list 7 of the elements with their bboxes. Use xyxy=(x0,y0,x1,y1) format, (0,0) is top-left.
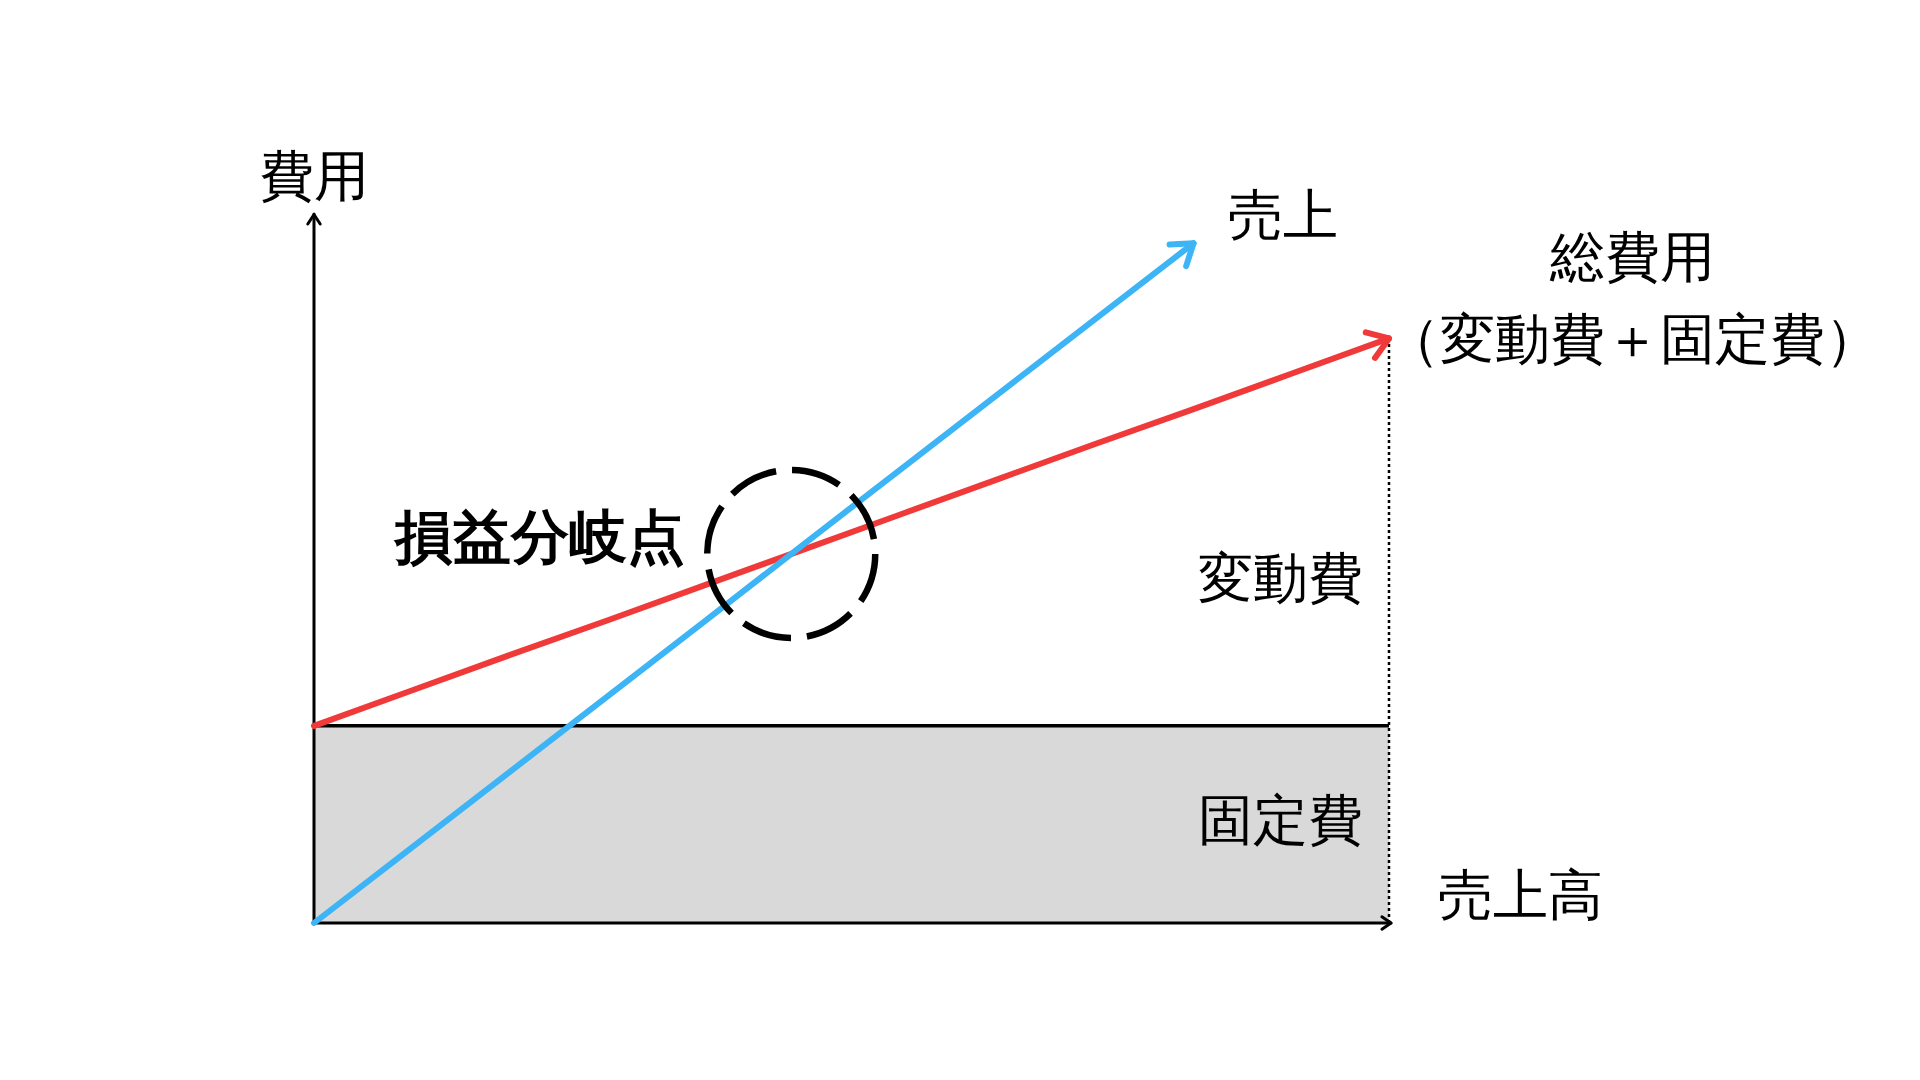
series-label: 売上 xyxy=(1227,182,1338,247)
band-label: 固定費 xyxy=(1198,787,1363,852)
series-label: 総費用（変動費＋固定費） xyxy=(1385,224,1880,371)
annotation: 損益分岐点 xyxy=(393,502,686,571)
x-axis-title: 売上高 xyxy=(1438,863,1603,928)
y-axis-title: 費用 xyxy=(259,144,369,209)
annotation: 変動費 xyxy=(1198,546,1363,611)
